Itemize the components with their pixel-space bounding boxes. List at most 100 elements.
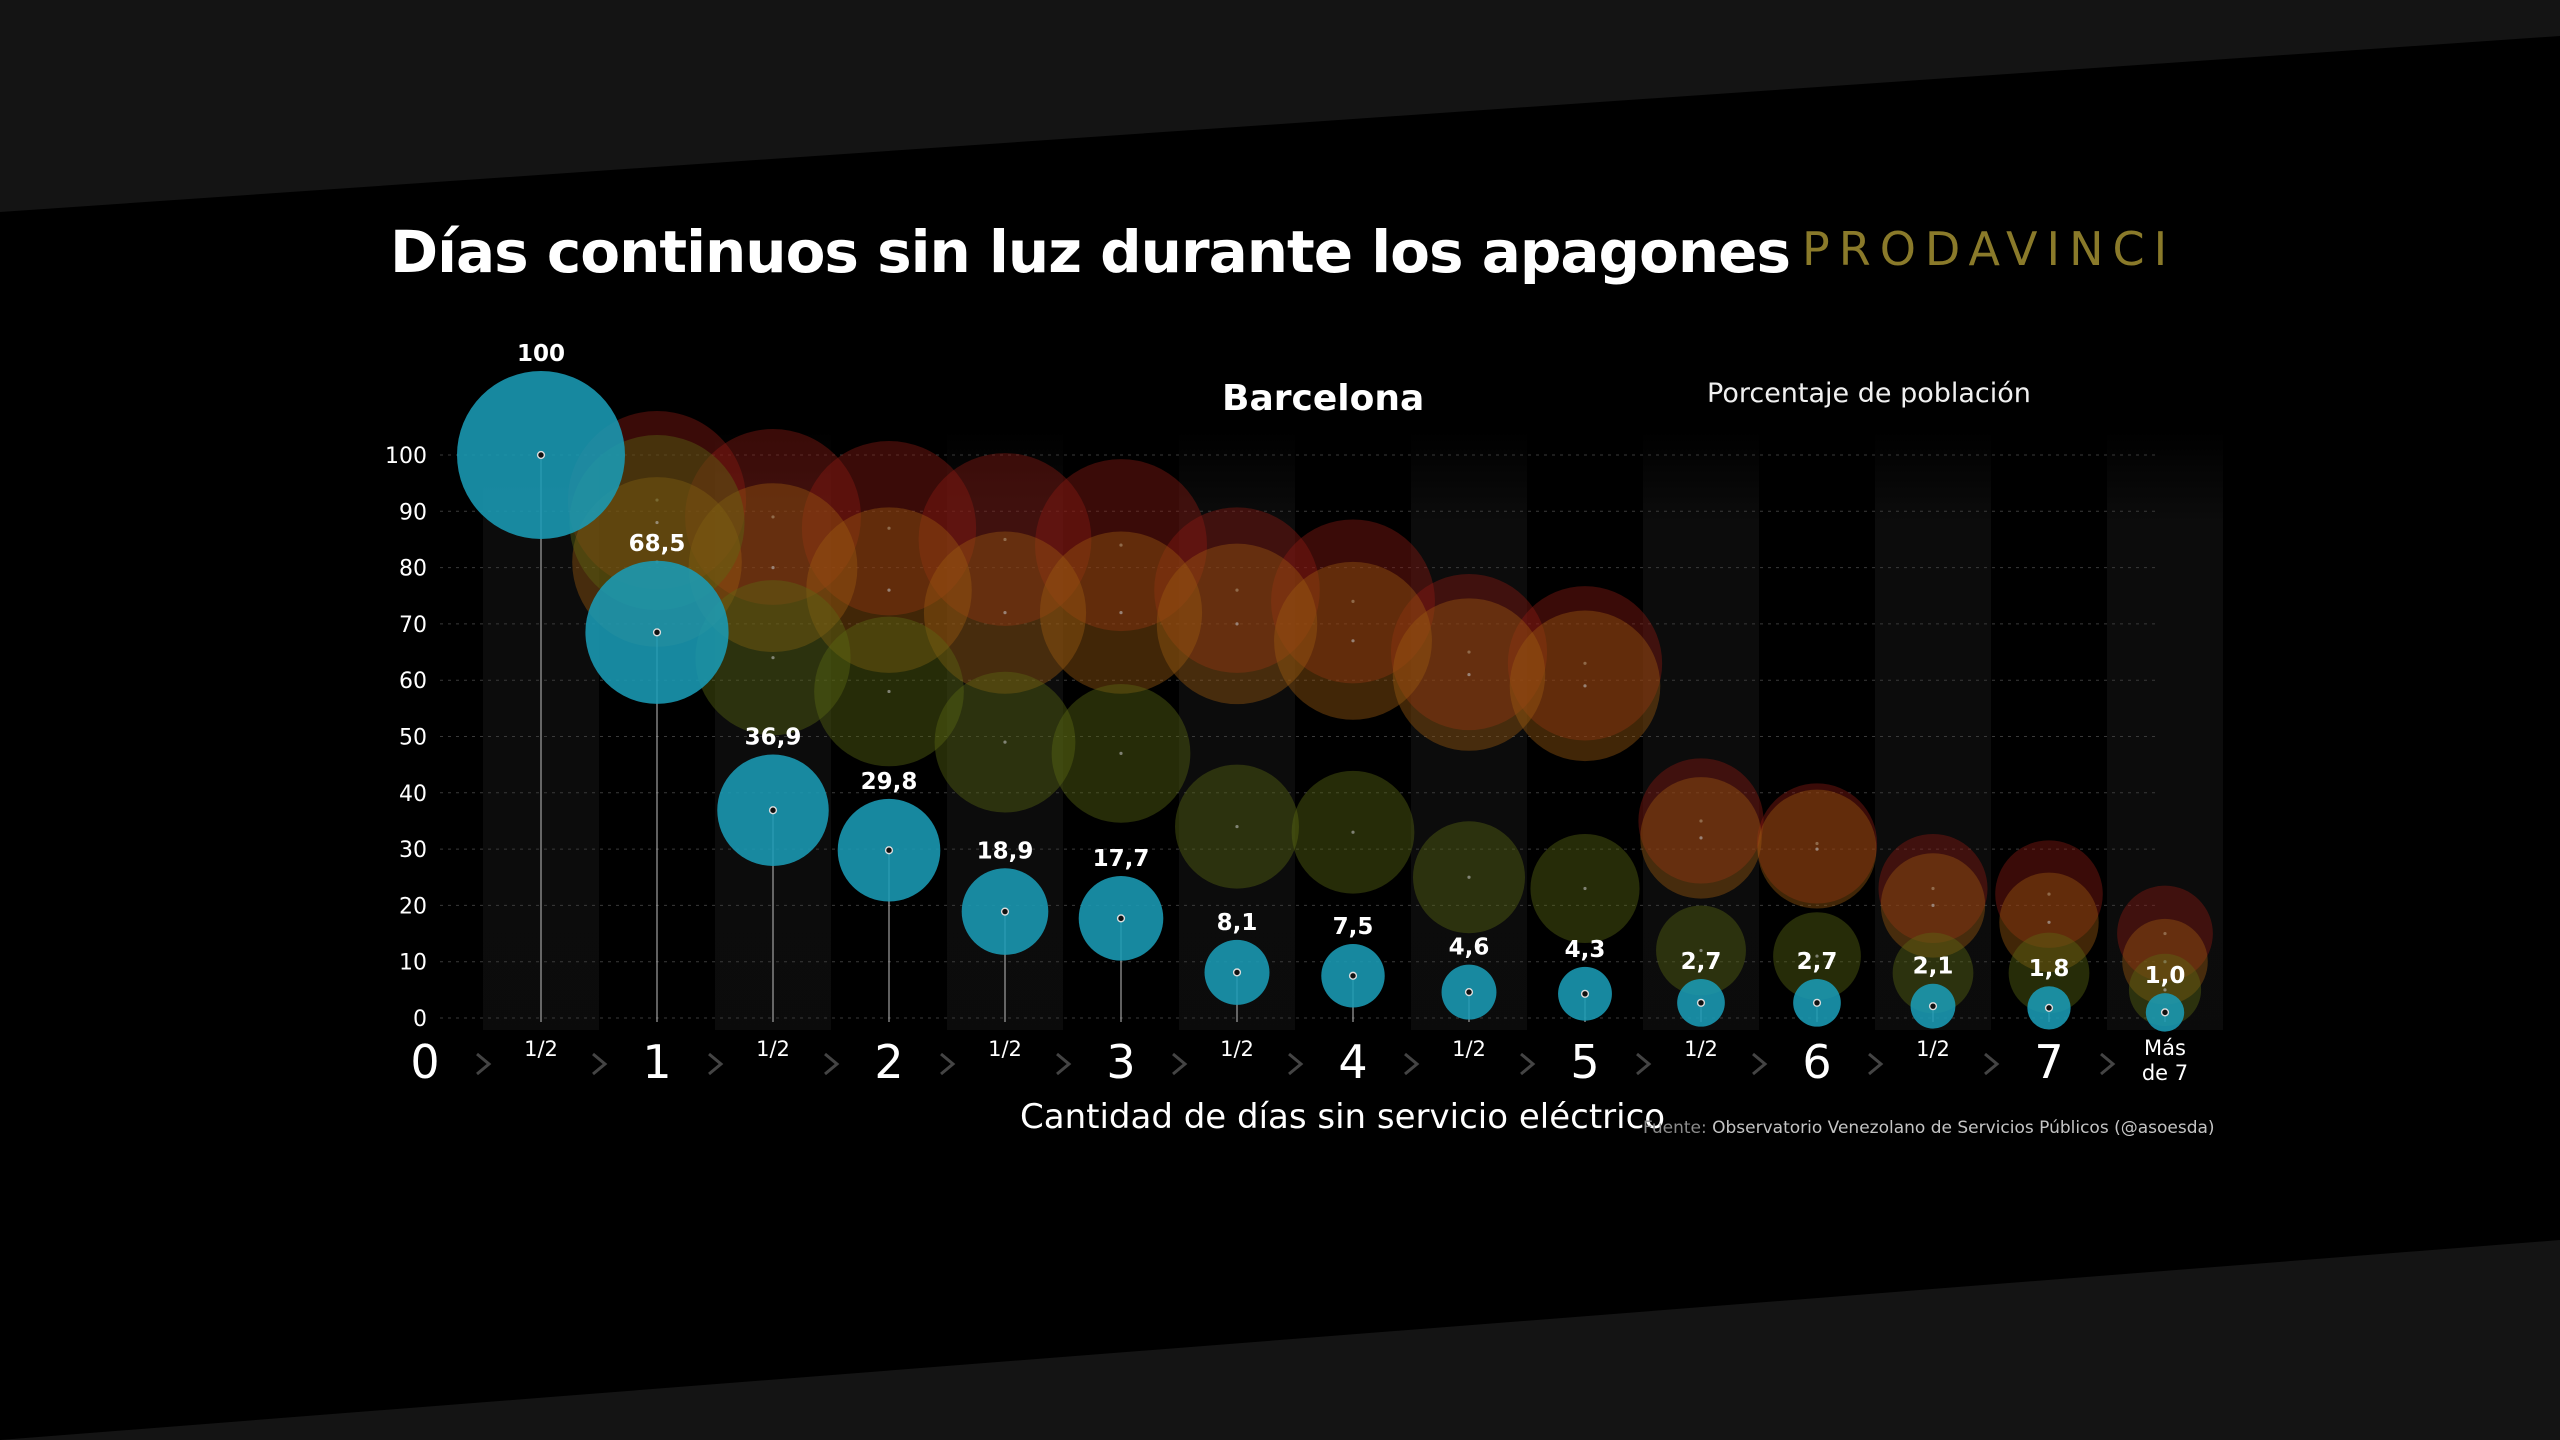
comparison-dot [1583,661,1587,665]
bubble-center-dot [768,806,778,815]
x-tick-label-last: de 7 [2142,1061,2188,1085]
comparison-dot [1815,954,1819,958]
bubble-center-dot [1464,988,1474,997]
x-minor-label: 1/2 [1220,1037,1254,1061]
comparison-dot [655,520,659,525]
comparison-dot [1003,611,1007,615]
x-major-label: 0 [410,1035,439,1089]
comparison-dot [1351,639,1355,643]
x-major-label: 4 [1338,1035,1367,1089]
y-tick-label: 0 [413,1007,427,1032]
data-label: 4,3 [1565,937,1606,963]
bubble-center-dot [1116,914,1126,923]
chevron-icon [1636,1052,1652,1076]
comparison-dot [2163,988,2167,992]
comparison-dot [1815,841,1819,846]
data-label: 4,6 [1449,935,1490,961]
data-label: 7,5 [1333,914,1374,940]
data-label: 17,7 [1093,846,1150,872]
source-note: Fuente: Observatorio Venezolano de Servi… [1643,1118,2215,1138]
column-band [2107,430,2223,1030]
brand-logo: PRODAVINCI [1802,222,2177,276]
data-label: 68,5 [629,531,686,557]
comparison-dot [1119,543,1123,547]
comparison-dot [1931,903,1935,908]
comparison-dot [2163,931,2167,936]
comparison-dot [2047,892,2051,896]
chevron-icon [1752,1052,1768,1076]
y-tick-label: 80 [399,557,427,582]
comparison-dot [1119,751,1123,755]
comparison-dot [887,588,891,592]
comparison-dot [1467,650,1471,654]
chevron-icon [476,1052,492,1076]
source-prefix: Fuente: [1643,1118,1707,1138]
comparison-dot [1931,971,1935,975]
bubble-center-dot [1928,1002,1938,1011]
x-major-label: 2 [874,1035,903,1089]
x-minor-label: 1/2 [988,1037,1022,1061]
comparison-dot [2047,920,2051,924]
comparison-dot [1003,537,1007,542]
comparison-dot [1815,847,1819,851]
comparison-dot [771,656,775,660]
y-tick-label: 20 [399,894,427,919]
y-tick-label: 50 [399,726,427,751]
bubble-center-dot [1000,907,1010,916]
comparison-dot [1351,830,1355,834]
data-label: 2,7 [1681,949,1722,975]
data-label: 8,1 [1217,910,1258,936]
comparison-dot [1699,948,1703,953]
source-text: Observatorio Venezolano de Servicios Púb… [1712,1118,2215,1138]
column-band [1411,430,1527,1030]
comparison-dot [655,498,659,502]
chevron-icon [1056,1052,1072,1076]
chevron-icon [824,1052,840,1076]
x-major-label: 7 [2034,1035,2063,1089]
chevron-icon [2100,1052,2116,1076]
comparison-dot [1931,886,1935,891]
chevron-icon [708,1052,724,1076]
bubble-center-dot [2160,1008,2170,1017]
column-band [1643,430,1759,1030]
column-band [1875,430,1991,1030]
comparison-dot [1003,740,1007,744]
x-tick-label-last: Más [2144,1036,2186,1060]
y-tick-label: 40 [399,782,427,807]
bubble-center-dot [652,628,662,637]
y-tick-label: 70 [399,613,427,638]
comparison-dot [1119,611,1123,615]
bubble-center-dot [1580,989,1590,998]
bubble-center-dot [1348,971,1358,980]
x-major-label: 3 [1106,1035,1135,1089]
comparison-dot [1699,836,1703,840]
chevron-icon [1404,1052,1420,1076]
comparison-dot [887,526,891,530]
chevron-icon [1288,1052,1304,1076]
chevron-icon [592,1052,608,1076]
comparison-dot [771,566,775,570]
chevron-icon [1172,1052,1188,1076]
comparison-dot [2047,971,2051,975]
chevron-icon [1984,1052,2000,1076]
bubble-center-dot [536,450,546,460]
comparison-dot [1235,824,1239,829]
comparison-dot [1583,886,1587,891]
comparison-dot [2163,960,2167,964]
x-minor-label: 1/2 [1916,1037,1950,1061]
comparison-dot [1351,599,1355,603]
x-major-label: 5 [1570,1035,1599,1089]
comparison-dot [1467,875,1471,879]
chevron-icon [1868,1052,1884,1076]
data-label: 2,7 [1797,949,1838,975]
comparison-dot [1467,672,1471,677]
x-minor-label: 1/2 [1684,1037,1718,1061]
comparison-dot [1699,819,1703,823]
y-tick-label: 90 [399,500,427,525]
comparison-dot [1235,622,1239,626]
comparison-dot [1583,684,1587,688]
x-major-label: 1 [642,1035,671,1089]
bubble-center-dot [1232,968,1242,977]
data-label: 18,9 [977,838,1034,864]
